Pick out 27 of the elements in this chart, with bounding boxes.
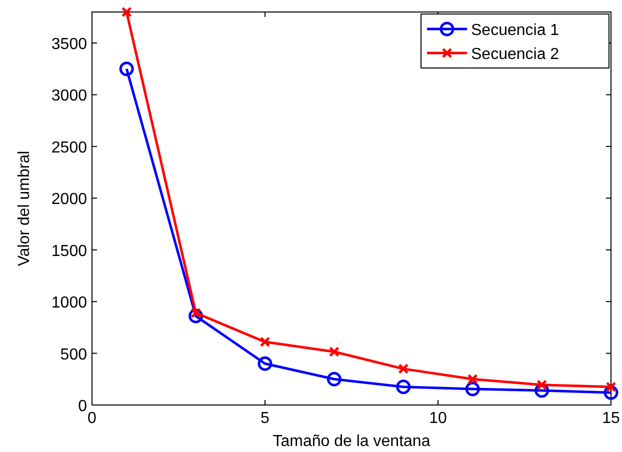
point — [326, 372, 342, 386]
y-tick-label: 2000 — [51, 191, 88, 208]
point — [606, 382, 616, 392]
point — [465, 382, 480, 396]
y-tick-label: 0 — [78, 398, 88, 415]
x-tick-label: 10 — [429, 410, 447, 427]
point — [258, 356, 272, 371]
x-tick-label: 5 — [260, 410, 270, 427]
legend-label: Secuencia 2 — [471, 46, 560, 63]
point — [121, 6, 132, 18]
point — [536, 380, 548, 390]
y-tick-label: 1000 — [51, 294, 88, 312]
point — [398, 364, 409, 374]
point — [260, 336, 270, 348]
legend-label: Secuencia 1 — [471, 22, 560, 39]
y-axis-title: Valor del umbral — [16, 150, 33, 266]
point — [467, 374, 478, 384]
y-tick-label: 3000 — [51, 88, 88, 105]
y-tick-label: 3500 — [51, 36, 88, 54]
x-tick-label: 15 — [602, 410, 620, 427]
x-axis-title: Tamaño de la ventana — [272, 433, 430, 450]
point — [328, 346, 340, 357]
y-tick-label: 1500 — [51, 242, 88, 260]
y-tick-label: 2500 — [51, 139, 88, 156]
point — [119, 62, 134, 76]
point — [396, 380, 411, 394]
y-tick-label: 500 — [60, 346, 88, 364]
